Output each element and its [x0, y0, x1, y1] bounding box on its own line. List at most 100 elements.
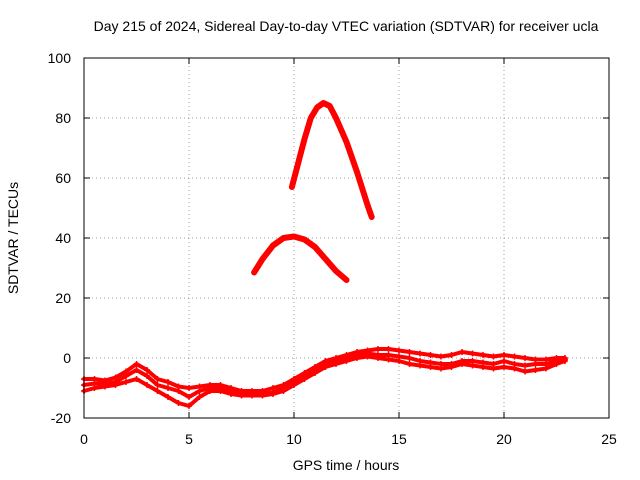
x-tick-label: 15	[391, 431, 407, 447]
data-point-marker	[144, 373, 150, 379]
data-point-marker	[133, 376, 140, 382]
data-point-marker	[406, 355, 413, 361]
data-point-marker	[249, 392, 255, 399]
data-point-marker	[448, 364, 455, 370]
data-point-marker	[427, 352, 434, 358]
data-point-marker	[154, 388, 161, 394]
data-point-marker	[196, 394, 203, 400]
data-point-marker	[123, 373, 129, 379]
data-point-marker	[112, 382, 119, 388]
data-point-marker	[396, 347, 402, 354]
data-point-marker	[175, 388, 182, 394]
data-point-marker	[480, 364, 486, 370]
data-point-marker	[144, 382, 150, 388]
data-point-marker	[553, 361, 560, 367]
data-point-marker	[417, 362, 423, 369]
data-point-marker	[522, 362, 528, 369]
data-point-marker	[291, 382, 297, 388]
y-tick-label: 60	[55, 170, 71, 186]
data-point-marker	[301, 376, 308, 382]
data-point-marker	[501, 358, 507, 364]
y-tick-label: 40	[55, 230, 71, 246]
data-point-marker	[490, 365, 497, 372]
y-tick-labels: -20 0 20 40 60 80 100	[48, 50, 72, 426]
data-point-marker	[385, 356, 392, 363]
data-point-marker	[511, 353, 518, 360]
y-tick-label: 20	[55, 290, 71, 306]
data-point-marker	[396, 358, 402, 364]
data-point-marker	[154, 382, 161, 388]
data-point-marker	[123, 379, 129, 385]
data-point-marker	[561, 358, 568, 364]
y-tick-label: 100	[48, 50, 72, 66]
data-point-marker	[175, 400, 182, 406]
data-point-marker	[364, 353, 371, 360]
x-tick-label: 10	[286, 431, 302, 447]
data-point-marker	[417, 350, 423, 357]
data-point-marker	[165, 394, 171, 400]
data-point-marker	[196, 388, 203, 394]
data-point-marker	[217, 388, 224, 394]
data-point-marker	[343, 358, 350, 364]
data-point-marker	[280, 388, 287, 394]
series-line-arc-40	[251, 233, 350, 283]
y-tick-label: -20	[51, 410, 71, 426]
data-point-marker	[480, 352, 486, 358]
x-tick-label: 20	[496, 431, 512, 447]
data-point-marker	[522, 355, 528, 361]
data-point-marker	[91, 385, 98, 391]
data-point-marker	[532, 361, 539, 367]
chart-title: Day 215 of 2024, Sidereal Day-to-day VTE…	[94, 18, 599, 34]
data-point-marker	[448, 352, 455, 358]
y-axis-label: SDTVAR / TECUs	[5, 182, 21, 294]
x-tick-labels: 0 5 10 15 20 25	[80, 431, 617, 447]
data-point-marker	[511, 365, 518, 372]
data-point-marker	[406, 349, 413, 355]
data-point-marker	[522, 368, 528, 375]
data-point-marker	[385, 346, 392, 352]
y-tick-label: 80	[55, 110, 71, 126]
data-point-marker	[543, 365, 549, 372]
data-point-marker	[165, 385, 171, 391]
y-tick-label: 0	[63, 350, 71, 366]
data-point-marker	[102, 383, 108, 390]
data-point-marker	[186, 394, 192, 400]
data-point-marker	[469, 362, 476, 369]
x-axis-label: GPS time / hours	[293, 457, 400, 473]
x-tick-label: 0	[80, 431, 88, 447]
data-point-marker	[165, 379, 171, 385]
data-point-marker	[459, 361, 465, 367]
data-point-marker	[375, 355, 381, 361]
series-group	[81, 100, 568, 409]
ticks	[83, 57, 610, 419]
data-point-marker	[532, 367, 539, 373]
data-point-marker	[438, 365, 444, 372]
data-point-marker	[406, 361, 413, 367]
data-point-marker	[312, 370, 318, 376]
data-point-marker	[133, 367, 140, 373]
data-point-marker	[186, 403, 192, 409]
data-point-marker	[259, 392, 266, 399]
x-tick-label: 25	[601, 431, 617, 447]
data-point-marker	[322, 364, 329, 370]
data-point-marker	[469, 350, 476, 357]
x-tick-label: 5	[185, 431, 193, 447]
data-point-marker	[270, 391, 276, 397]
data-point-marker	[186, 385, 192, 391]
data-point-marker	[354, 355, 360, 361]
data-point-marker	[144, 367, 150, 373]
data-point-marker	[427, 364, 434, 370]
data-point-marker	[459, 349, 465, 355]
data-point-marker	[438, 353, 444, 360]
series-line-arc-85	[288, 100, 375, 220]
data-point-marker	[238, 392, 245, 399]
data-point-marker	[228, 391, 234, 397]
data-point-marker	[154, 376, 161, 382]
data-point-marker	[501, 352, 507, 358]
data-point-marker	[133, 361, 140, 367]
data-point-marker	[333, 361, 339, 367]
data-point-marker	[375, 346, 381, 352]
data-point-marker	[490, 353, 497, 360]
